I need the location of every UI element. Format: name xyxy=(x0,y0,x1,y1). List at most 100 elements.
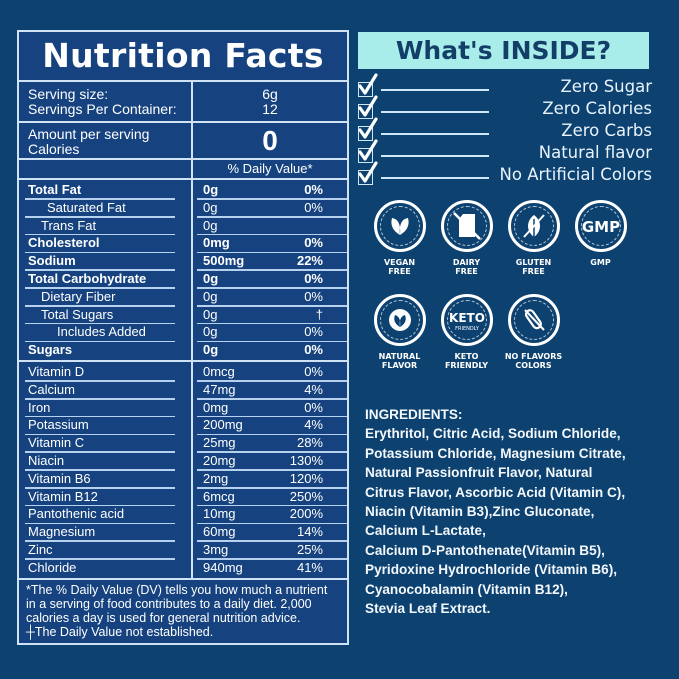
calories-row: Amount per serving Calories 0 xyxy=(19,123,347,160)
badge-caption-line: FREE xyxy=(522,267,545,276)
ingredients-section: INGREDIENTS: Erythritol, Citric Acid, So… xyxy=(365,405,675,618)
dairy-carton-icon xyxy=(440,200,493,252)
badge-caption: GMP xyxy=(567,258,634,267)
svg-text:KETO: KETO xyxy=(449,311,485,325)
checklist-label: Natural flavor xyxy=(538,143,652,162)
servings-per-container-label: Servings Per Container: xyxy=(28,101,177,117)
nutrient-name: Saturated Fat xyxy=(19,200,191,218)
checkbox-checked-icon xyxy=(358,72,378,97)
nutrient-value-row: 0g † xyxy=(193,307,347,325)
nutrient-daily-value: 0% xyxy=(304,288,323,304)
nutrient-name: Vitamin B6 xyxy=(19,471,191,489)
nutrient-name: Potassium xyxy=(19,417,191,435)
checklist-divider-line xyxy=(381,155,489,157)
nutrient-name: Vitamin D xyxy=(19,364,191,382)
serving-size-label: Serving size: xyxy=(28,86,109,102)
badge-caption: KETO FRIENDLY xyxy=(433,352,500,370)
nutrient-name: Zinc xyxy=(19,542,191,560)
nutrient-daily-value: 120% xyxy=(289,470,323,486)
nutrient-name: Calcium xyxy=(19,382,191,400)
badge-keto: KETO FRIENDLY KETO FRIENDLY xyxy=(433,294,500,370)
badge-caption-line: COLORS xyxy=(515,361,552,370)
features-checklist: Zero Sugar Zero Calories Zero Carbs Natural… xyxy=(358,72,654,186)
nutrient-name: Includes Added xyxy=(19,324,191,342)
nutrient-name: Magnesium xyxy=(19,524,191,542)
checklist-label: No Artificial Colors xyxy=(499,165,652,184)
daily-value-footnote: *The % Daily Value (DV) tells you how mu… xyxy=(19,580,347,639)
badge-vegan-leaf: VEGAN FREE xyxy=(366,200,433,276)
checklist-item: Natural flavor xyxy=(358,138,654,164)
ingredients-line: Niacin (Vitamin B3),Zinc Gluconate, xyxy=(365,504,595,520)
ingredients-line: Cyanocobalamin (Vitamin B12), xyxy=(365,581,568,597)
checklist-label: Zero Calories xyxy=(542,99,652,118)
nutrient-amount: 47mg xyxy=(203,381,236,397)
checkbox-checked-icon xyxy=(358,138,378,163)
nutrient-name: Vitamin B12 xyxy=(19,489,191,507)
nutrient-amount: 0g xyxy=(203,306,218,322)
nutrient-daily-value: 250% xyxy=(289,488,323,504)
nutrient-amount: 0g xyxy=(203,342,219,358)
nutrient-amount: 0g xyxy=(203,199,218,215)
ingredients-line: Pyridoxine Hydrochloride (Vitamin B6), xyxy=(365,562,618,578)
badge-caption-line: NATURAL xyxy=(378,352,421,361)
checklist-divider-line xyxy=(381,177,489,179)
ingredients-line: Stevia Leaf Extract. xyxy=(365,601,491,617)
nutrient-daily-value: 200% xyxy=(289,506,323,522)
nutrient-amount: 20mg xyxy=(203,452,236,468)
nutrient-value-row: 0mg 0% xyxy=(193,400,347,418)
nutrient-name: Dietary Fiber xyxy=(19,289,191,307)
checklist-label: Zero Sugar xyxy=(560,77,652,96)
nutrient-amount: 0g xyxy=(203,217,218,233)
nutrient-name: Trans Fat xyxy=(19,218,191,236)
ingredients-line: Citrus Flavor, Ascorbic Acid (Vitamin C)… xyxy=(365,484,626,500)
nutrient-name: Sodium xyxy=(19,253,191,271)
serving-row: Serving size: Servings Per Container: 6g… xyxy=(19,82,347,123)
nutrient-daily-value: 0% xyxy=(304,363,323,379)
nutrient-amount: 0g xyxy=(203,324,218,340)
nutrient-value-row: 25mg 28% xyxy=(193,435,347,453)
nutrient-daily-value: † xyxy=(315,306,323,322)
nutrient-value-row: 200mg 4% xyxy=(193,417,347,435)
ingredients-line: Potassium Chloride, Magnesium Citrate, xyxy=(365,445,626,461)
badge-caption-line: DAIRY xyxy=(452,258,481,267)
daily-value-header: % Daily Value* xyxy=(227,161,313,176)
nutrient-value-row: 60mg 14% xyxy=(193,524,347,542)
nutrient-amount: 60mg xyxy=(203,524,236,540)
nutrient-name: Chloride xyxy=(28,559,77,575)
certification-badges-row-1: VEGAN FREE DAIRY FREE GLUTEN FREE GMP GMP xyxy=(366,200,646,276)
nutrition-facts-panel: Nutrition Facts Serving size: Servings P… xyxy=(17,30,349,645)
nutrient-daily-value: 0% xyxy=(304,342,323,358)
badge-caption-line: FRIENDLY xyxy=(444,361,489,370)
nutrient-amount: 10mg xyxy=(203,506,236,522)
gluten-leaf-icon xyxy=(507,200,560,252)
nutrient-value-row: 0g 0% xyxy=(193,342,347,360)
nutrient-value-row: 6mcg 250% xyxy=(193,489,347,507)
ingredients-line: Natural Passionfruit Flavor, Natural xyxy=(365,465,593,481)
footnote-line: calories a day is used for general nutri… xyxy=(26,610,301,625)
nutrient-value-row: 47mg 4% xyxy=(193,382,347,400)
nutrient-daily-value: 4% xyxy=(304,417,323,433)
footnote-line: *The % Daily Value (DV) tells you how mu… xyxy=(26,582,328,597)
daily-value-header-row: % Daily Value* xyxy=(19,160,347,180)
ingredients-line: Erythritol, Citric Acid, Sodium Chloride… xyxy=(365,426,621,442)
ingredients-heading: INGREDIENTS: xyxy=(365,407,463,422)
nutrient-amount: 2mg xyxy=(203,470,229,486)
nutrient-amount: 0mg xyxy=(203,399,229,415)
nutrient-name: Pantothenic acid xyxy=(19,506,191,524)
nutrient-daily-value: 25% xyxy=(296,541,323,557)
nutrient-daily-value: 0% xyxy=(304,182,323,197)
nutrient-value-row: 2mg 120% xyxy=(193,471,347,489)
nutrient-value-row: 500mg 22% xyxy=(193,253,347,271)
nature-leaf-icon xyxy=(373,294,426,346)
badge-caption-line: FLAVOR xyxy=(381,361,418,370)
nutrient-daily-value xyxy=(271,218,323,236)
footnote-line: ┼The Daily Value not established. xyxy=(26,624,214,639)
nutrient-value-row: 0g 0% xyxy=(193,200,347,218)
nutrient-daily-value: 0% xyxy=(304,235,323,251)
amount-per-serving-label: Amount per serving xyxy=(28,126,150,142)
nutrient-daily-value: 130% xyxy=(289,452,323,468)
nutrient-name: Iron xyxy=(19,400,191,418)
nutrient-name: Sugars xyxy=(28,342,73,358)
serving-size-value: 6g xyxy=(262,86,278,102)
badge-caption: NATURAL FLAVOR xyxy=(366,352,433,370)
